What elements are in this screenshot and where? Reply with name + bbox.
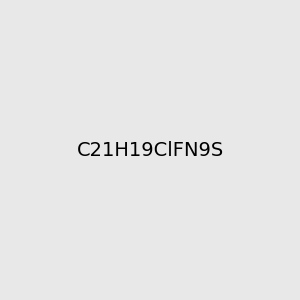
Text: C21H19ClFN9S: C21H19ClFN9S — [76, 140, 224, 160]
